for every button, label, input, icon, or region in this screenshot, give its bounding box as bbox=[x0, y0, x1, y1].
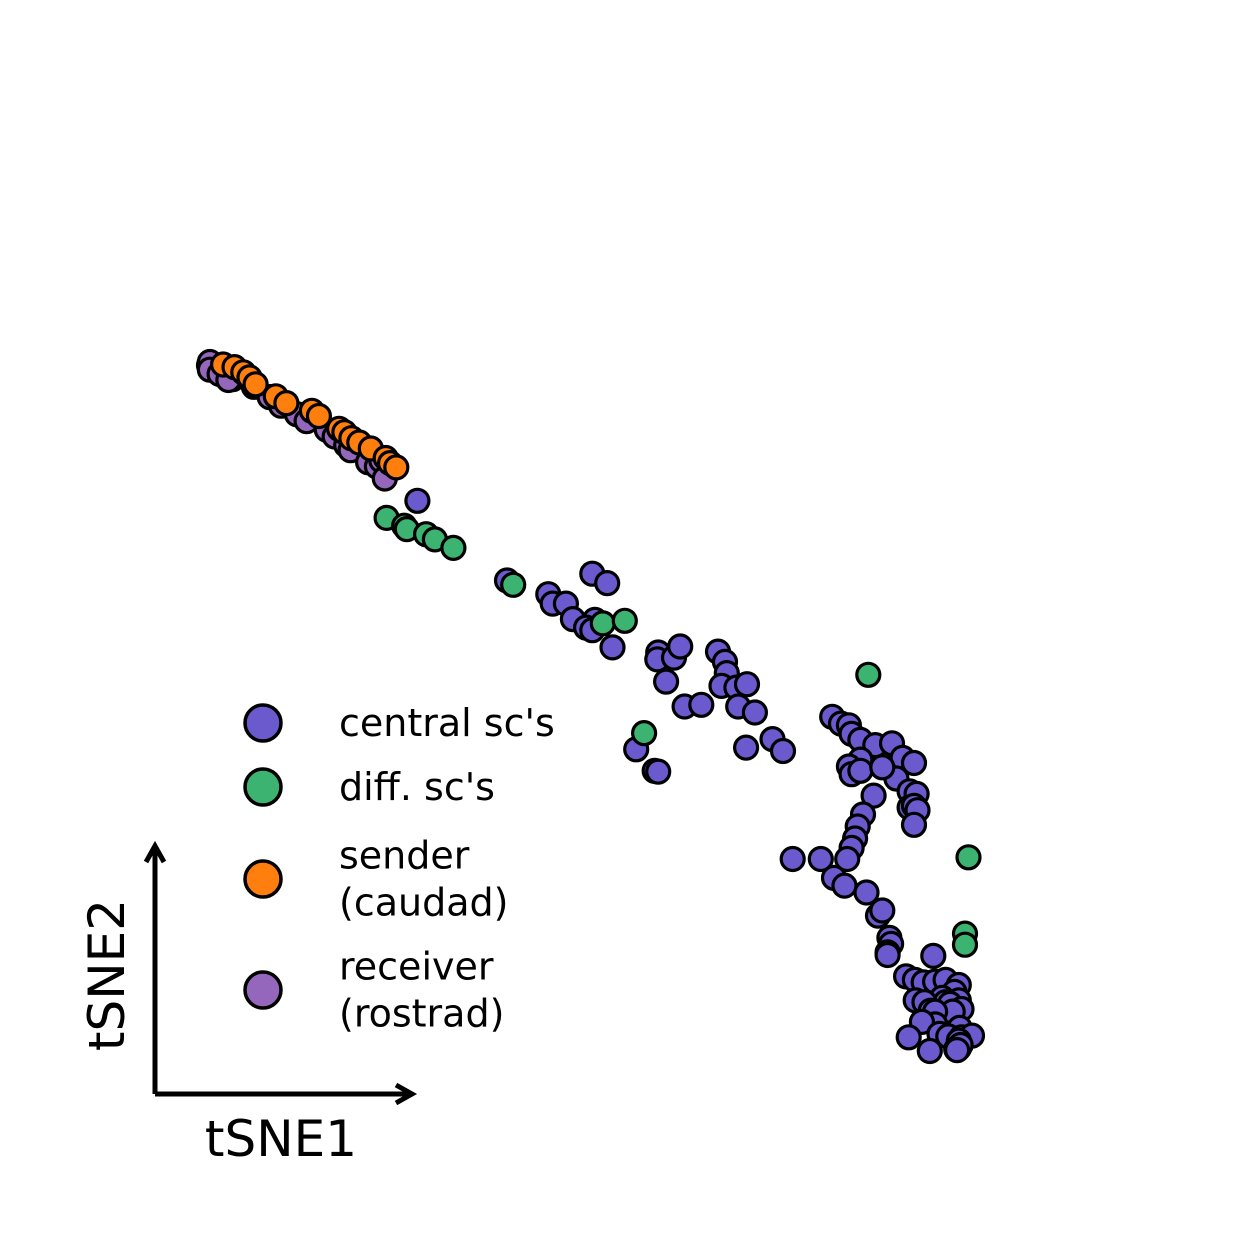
point-central-27 bbox=[733, 671, 761, 698]
point-central-62 bbox=[779, 845, 806, 873]
legend-label-sender: sender (caudad) bbox=[339, 834, 508, 925]
point-central-18 bbox=[667, 633, 694, 660]
y-axis-arrowhead bbox=[143, 840, 167, 864]
point-central-67 bbox=[831, 872, 858, 899]
scatter-points bbox=[195, 348, 986, 1065]
point-central-32 bbox=[645, 758, 672, 785]
point-sender-4 bbox=[242, 371, 269, 398]
point-diff-10 bbox=[630, 719, 658, 747]
axis-indicator: tSNE1 tSNE2 bbox=[78, 840, 418, 1168]
point-central-35 bbox=[769, 737, 797, 765]
legend: central sc's diff. sc's sender (caudad) rece… bbox=[243, 701, 555, 1036]
point-central-51 bbox=[869, 754, 896, 781]
x-axis-label: tSNE1 bbox=[205, 1110, 357, 1168]
legend-marker-receiver bbox=[243, 970, 283, 1010]
legend-label-central: central sc's bbox=[339, 701, 555, 745]
point-central-21 bbox=[688, 691, 715, 718]
point-central-106 bbox=[943, 1036, 971, 1064]
point-central-19 bbox=[652, 668, 680, 695]
point-central-65 bbox=[834, 845, 861, 873]
legend-label-receiver: receiver (rostrad) bbox=[339, 945, 504, 1036]
legend-marker-sender bbox=[243, 859, 283, 899]
point-diff-11 bbox=[955, 844, 982, 871]
legend-label-diff: diff. sc's bbox=[339, 765, 495, 809]
point-sender-6 bbox=[273, 390, 300, 417]
point-diff-8 bbox=[611, 607, 638, 634]
legend-marker-diff bbox=[243, 767, 283, 807]
point-diff-13 bbox=[951, 931, 979, 958]
point-central-58 bbox=[900, 811, 928, 838]
point-central-105 bbox=[916, 1037, 943, 1065]
point-central-3 bbox=[404, 487, 431, 514]
point-central-68 bbox=[853, 879, 880, 906]
point-central-9 bbox=[594, 569, 621, 597]
point-central-70 bbox=[869, 897, 896, 924]
point-diff-5 bbox=[440, 534, 467, 562]
point-central-100 bbox=[895, 1024, 922, 1051]
y-axis-label: tSNE2 bbox=[78, 899, 136, 1051]
point-central-49 bbox=[900, 749, 928, 777]
x-axis-arrowhead bbox=[394, 1082, 418, 1106]
point-diff-6 bbox=[500, 571, 527, 598]
point-sender-16 bbox=[383, 454, 410, 481]
point-central-29 bbox=[741, 699, 769, 726]
point-diff-7 bbox=[589, 610, 616, 637]
point-central-46 bbox=[847, 757, 874, 784]
point-central-14 bbox=[599, 634, 626, 661]
point-diff-9 bbox=[855, 661, 882, 688]
point-central-74 bbox=[874, 941, 901, 969]
point-central-63 bbox=[807, 845, 834, 873]
legend-marker-central bbox=[243, 703, 283, 743]
point-central-33 bbox=[732, 734, 760, 761]
point-sender-8 bbox=[305, 402, 332, 430]
point-central-75 bbox=[920, 942, 947, 970]
